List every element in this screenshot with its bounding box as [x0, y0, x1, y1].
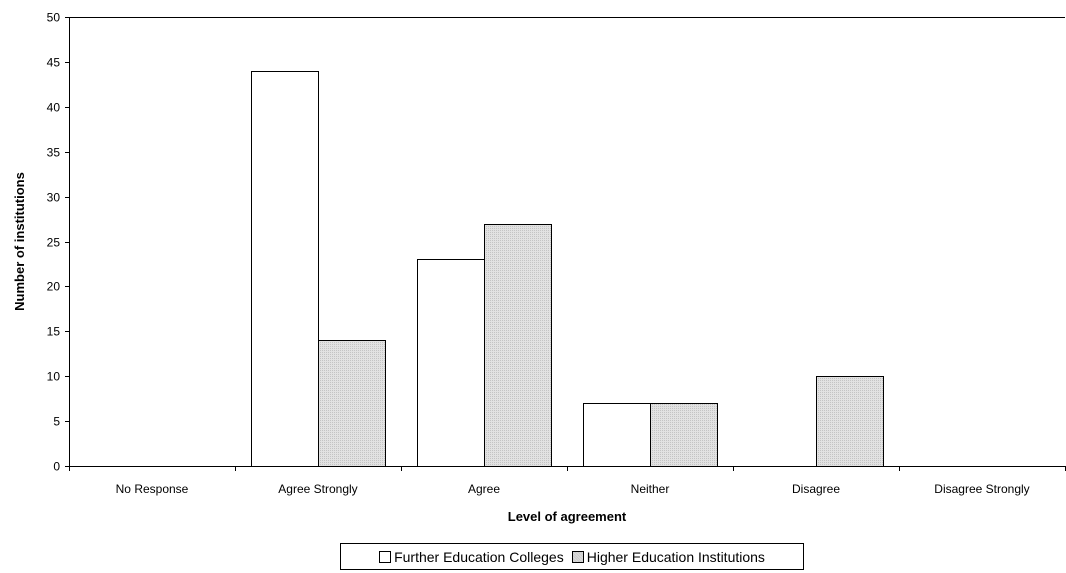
y-tick-label: 0 [53, 460, 60, 474]
bar-higher-education [484, 224, 552, 467]
x-tick-label: Disagree Strongly [934, 482, 1029, 496]
bar-further-education [417, 259, 485, 467]
legend-item-further-education: Further Education Colleges [379, 549, 564, 565]
x-axis-ticks: No Response Agree Strongly Agree Neither Dis… [69, 466, 1066, 496]
x-tick-label: Agree [468, 482, 500, 496]
y-tick-label: 15 [47, 325, 61, 339]
legend: Further Education Colleges Higher Educat… [340, 543, 804, 570]
y-axis-ticks: 0 5 10 15 20 25 30 35 40 45 50 [47, 11, 1065, 474]
y-axis-title: Number of institutions [12, 172, 27, 311]
bar-higher-education [318, 340, 386, 467]
y-tick-label: 30 [47, 191, 61, 205]
y-tick-label: 25 [47, 236, 61, 250]
x-tick-label: Disagree [792, 482, 840, 496]
y-tick-label: 5 [53, 415, 60, 429]
x-axis-title: Level of agreement [508, 509, 627, 524]
x-tick-label: Neither [631, 482, 670, 496]
x-tick-label: No Response [116, 482, 189, 496]
y-tick-label: 35 [47, 146, 61, 160]
y-tick-label: 45 [47, 56, 61, 70]
bar-chart: 0 5 10 15 20 25 30 35 40 45 50 No Response Agree St… [12, 11, 1066, 524]
x-tick-label: Agree Strongly [278, 482, 357, 496]
bar-further-education [583, 403, 651, 467]
y-tick-label: 10 [47, 370, 61, 384]
bar-higher-education [816, 376, 884, 467]
legend-swatch-gray [571, 550, 584, 563]
legend-label: Higher Education Institutions [586, 548, 765, 565]
y-tick-label: 40 [47, 101, 61, 115]
legend-swatch-white [379, 550, 392, 563]
y-tick-label: 20 [47, 280, 61, 294]
y-tick-label: 50 [47, 11, 61, 25]
bars [251, 71, 884, 467]
bar-further-education [251, 71, 319, 467]
legend-label: Further Education Colleges [394, 548, 564, 565]
bar-higher-education [650, 403, 718, 467]
legend-item-higher-education: Higher Education Institutions [571, 548, 765, 565]
